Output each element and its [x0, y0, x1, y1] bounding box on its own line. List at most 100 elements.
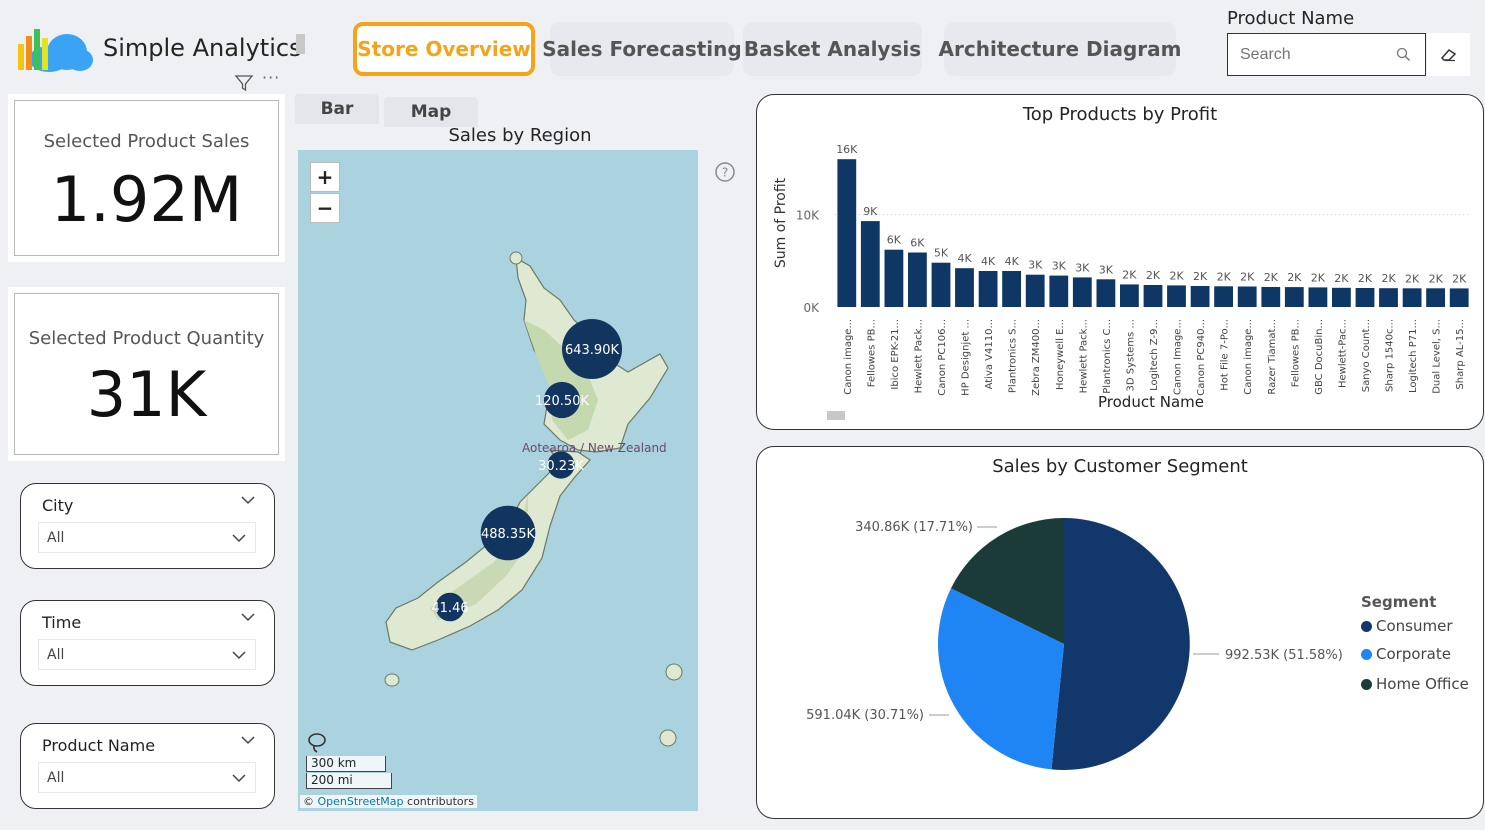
- profit-bar[interactable]: [908, 252, 927, 308]
- sales-map[interactable]: Aotearoa / New Zealand 643.90K 120.50K 30.…: [298, 150, 698, 811]
- profit-bar[interactable]: [1002, 271, 1021, 307]
- tab-bar-view[interactable]: Bar: [295, 94, 379, 124]
- profit-bar[interactable]: [860, 221, 880, 307]
- x-tick-label: Canon image...: [843, 319, 854, 395]
- profit-bar[interactable]: [1426, 288, 1445, 307]
- bar-data-label: 3K: [1052, 260, 1067, 273]
- map-bubble[interactable]: [547, 451, 575, 479]
- time-dropdown[interactable]: All: [38, 639, 256, 670]
- profit-bar[interactable]: [1190, 286, 1210, 307]
- tab-architecture-diagram[interactable]: Architecture Diagram: [939, 22, 1181, 76]
- profit-bar[interactable]: [1355, 288, 1375, 307]
- profit-bar[interactable]: [1143, 285, 1163, 307]
- x-tick-label: Canon Image...: [1173, 319, 1184, 395]
- product-name-dropdown[interactable]: All: [38, 762, 256, 793]
- x-tick-label: Hewlett-Pac...: [1337, 319, 1348, 388]
- map-bubble-label: 30.23K: [538, 459, 584, 474]
- city-dropdown[interactable]: All: [38, 522, 256, 553]
- bar-data-label: 4K: [981, 255, 996, 268]
- profit-bar[interactable]: [1379, 288, 1398, 307]
- map-bubbles: 643.90K 120.50K 30.23K 488.35K 41.46: [431, 319, 622, 622]
- lasso-icon[interactable]: [306, 732, 328, 754]
- clear-selection-button[interactable]: [1427, 33, 1470, 76]
- map-attribution: © OpenStreetMap contributors: [300, 795, 477, 808]
- bar-data-label: 2K: [1193, 270, 1208, 283]
- segment-pie-chart: 992.53K (51.58%) 591.04K (30.71%) 340.86K …: [806, 518, 1343, 770]
- bar-data-label: 4K: [957, 252, 972, 265]
- profit-bar[interactable]: [1049, 275, 1069, 307]
- chevron-down-icon[interactable]: [240, 494, 256, 506]
- horizontal-scrollbar[interactable]: [827, 411, 845, 420]
- product-search-label: Product Name: [1227, 8, 1355, 29]
- x-tick-label: Zebra ZM400...: [1031, 319, 1042, 396]
- bar-data-label: 4K: [1005, 255, 1020, 268]
- profit-bar[interactable]: [1284, 287, 1304, 307]
- x-tick-label: Sharp AL-15...: [1455, 319, 1466, 390]
- x-tick-label: Canon PC940...: [1196, 319, 1207, 396]
- scale-km: 300 km: [306, 756, 386, 772]
- product-search-input[interactable]: [1240, 45, 1390, 64]
- pie-slice[interactable]: [938, 588, 1064, 770]
- openstreetmap-link[interactable]: OpenStreetMap: [317, 795, 404, 808]
- chevron-down-icon[interactable]: [240, 611, 256, 623]
- bar-data-label: 2K: [1405, 272, 1420, 285]
- legend-item[interactable]: Home Office: [1361, 675, 1469, 693]
- map-canvas: Aotearoa / New Zealand 643.90K 120.50K 30.…: [384, 251, 683, 747]
- profit-bar[interactable]: [1120, 284, 1139, 307]
- profit-bar[interactable]: [837, 159, 857, 307]
- pie-slice[interactable]: [1051, 518, 1190, 770]
- profit-bar[interactable]: [1402, 288, 1422, 307]
- tab-map-view[interactable]: Map: [384, 97, 478, 127]
- profit-bar[interactable]: [1167, 285, 1186, 307]
- svg-text:?: ?: [722, 166, 728, 180]
- selected-product-sales-card: Selected Product Sales 1.92M: [8, 94, 285, 262]
- bar-data-label: 2K: [1146, 269, 1161, 282]
- bar-data-label: 3K: [1028, 259, 1043, 272]
- x-tick-label: Ativa V4110...: [984, 319, 995, 389]
- map-place-label: Aotearoa / New Zealand: [522, 441, 667, 455]
- bar-data-label: 6K: [910, 237, 925, 250]
- slicer-title: City: [42, 496, 74, 515]
- map-bubble[interactable]: [562, 319, 622, 379]
- bar-data-label: 2K: [1358, 272, 1373, 285]
- tab-store-overview[interactable]: Store Overview: [353, 22, 535, 76]
- map-bubble-label: 488.35K: [481, 527, 535, 542]
- x-tick-label: Hewlett Pack...: [1078, 319, 1089, 393]
- legend-label: Home Office: [1376, 675, 1469, 693]
- zoom-in-button[interactable]: +: [310, 162, 340, 192]
- tab-basket-analysis[interactable]: Basket Analysis: [743, 22, 922, 76]
- zoom-out-button[interactable]: −: [310, 193, 340, 223]
- profit-bar[interactable]: [955, 268, 974, 307]
- x-tick-label: Ibico EPK-21...: [890, 319, 901, 390]
- profit-bar[interactable]: [1261, 287, 1281, 307]
- map-bubble[interactable]: [435, 592, 465, 622]
- profit-bar[interactable]: [1308, 287, 1328, 307]
- profit-bar[interactable]: [1025, 274, 1045, 307]
- bar-data-label: 6K: [887, 234, 902, 247]
- help-icon[interactable]: ?: [714, 161, 736, 183]
- profit-bar[interactable]: [1096, 279, 1116, 307]
- profit-bar[interactable]: [1214, 286, 1233, 307]
- profit-bar[interactable]: [978, 271, 998, 307]
- legend-item[interactable]: Corporate: [1361, 645, 1451, 663]
- profit-bar[interactable]: [1449, 288, 1469, 307]
- cloud-logo-icon: [18, 29, 93, 72]
- map-bubble[interactable]: [543, 381, 581, 419]
- search-icon[interactable]: [1396, 47, 1411, 62]
- tab-sales-forecasting[interactable]: Sales Forecasting: [542, 22, 742, 76]
- legend-item[interactable]: Consumer: [1361, 617, 1453, 635]
- profit-bar[interactable]: [1237, 286, 1257, 308]
- profit-bar[interactable]: [1332, 287, 1351, 307]
- profit-bar[interactable]: [931, 262, 951, 307]
- profit-bar[interactable]: [1072, 277, 1092, 307]
- map-bubble[interactable]: [480, 505, 536, 561]
- more-options-icon[interactable]: ···: [262, 68, 281, 87]
- chevron-down-icon[interactable]: [240, 734, 256, 746]
- legend-dot: [1361, 620, 1372, 632]
- pie-slice[interactable]: [951, 518, 1064, 644]
- bar-data-label: 2K: [1381, 272, 1396, 285]
- profit-bar-chart: Sum of Profit Product Name 0K 10K 16K Cano…: [773, 143, 1471, 420]
- filter-icon[interactable]: [234, 73, 254, 93]
- bar-data-label: 2K: [1122, 268, 1137, 281]
- profit-bar[interactable]: [884, 249, 904, 307]
